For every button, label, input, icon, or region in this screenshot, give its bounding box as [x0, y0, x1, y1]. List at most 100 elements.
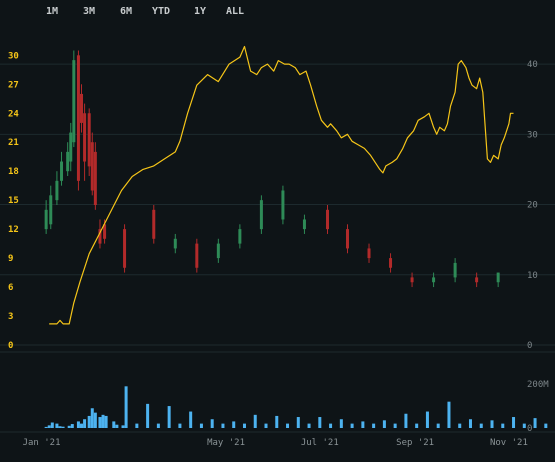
volume-bar [178, 423, 182, 428]
right-axis-tick-label: 10 [527, 271, 538, 281]
volume-bar [490, 420, 494, 428]
volume-bar [146, 403, 150, 428]
candle-body [72, 60, 76, 143]
range-button-3m[interactable]: 3M [83, 6, 96, 17]
volume-bar [296, 417, 300, 428]
candle-body [123, 229, 127, 268]
candle [90, 132, 94, 196]
candle-body [98, 229, 102, 244]
left-axis-tick-label: 30 [8, 51, 19, 61]
volume-bar [44, 426, 48, 428]
volume-bar [112, 421, 116, 428]
candle-body [475, 277, 479, 283]
volume-axis-tick-label: 0 [527, 424, 532, 434]
price-line [49, 45, 514, 325]
candle [44, 200, 48, 234]
volume-bar [253, 414, 257, 428]
candle [93, 142, 97, 210]
x-axis-tick-label: Jul '21 [301, 438, 339, 448]
range-button-all[interactable]: ALL [226, 6, 245, 17]
candle [152, 204, 156, 244]
right-axis-tick-label: 0 [527, 341, 532, 351]
volume-bar [98, 417, 102, 428]
candle [195, 238, 199, 273]
volume-bar [67, 425, 71, 428]
candle [410, 272, 414, 288]
volume-bar [479, 423, 483, 428]
volume-bar [50, 422, 54, 428]
candle [389, 253, 393, 273]
candle [123, 224, 127, 273]
candle-body [195, 243, 199, 268]
left-axis-tick-label: 6 [8, 283, 13, 293]
volume-bar [350, 423, 354, 428]
volume-bar [87, 415, 91, 428]
candle [475, 272, 479, 288]
candle [66, 142, 70, 177]
volume-bar [275, 415, 279, 428]
range-button-6m[interactable]: 6M [120, 6, 133, 17]
volume-bar [522, 423, 526, 428]
volume-bar [167, 406, 171, 428]
candle [326, 204, 330, 234]
right-axis-tick-label: 20 [527, 201, 538, 211]
candle [496, 272, 500, 288]
volume-axis-tick-label: 200M [527, 380, 549, 390]
range-button-1y[interactable]: 1Y [194, 6, 207, 17]
candle-body [496, 272, 500, 283]
candle-body [432, 277, 436, 283]
x-axis-tick-label: Sep '21 [396, 438, 434, 448]
candle [173, 233, 177, 254]
volume-bar [339, 419, 343, 428]
volume-bar [189, 411, 193, 428]
range-button-1m[interactable]: 1M [46, 6, 59, 17]
volume-bar [76, 421, 80, 428]
volume-bar [61, 426, 65, 428]
candle-body [60, 161, 64, 181]
right-axis: 0 10 20 30 40 [527, 60, 538, 351]
candle-body [76, 55, 80, 181]
volume-bar [199, 423, 203, 428]
candle-series [44, 50, 500, 288]
volume-bar [404, 413, 408, 428]
volume-bar [70, 424, 74, 428]
range-button-ytd[interactable]: YTD [152, 6, 171, 17]
volume-bar [382, 420, 386, 428]
candle [49, 185, 53, 230]
candle [367, 243, 371, 263]
left-axis-tick-label: 24 [8, 109, 19, 119]
left-axis-tick-label: 9 [8, 254, 13, 264]
volume-bar [124, 386, 128, 428]
volume-bar [436, 423, 440, 428]
candle-body [87, 113, 91, 167]
candle-body [66, 151, 70, 172]
candle [60, 151, 64, 186]
volume-bar [47, 425, 51, 428]
right-axis-tick-label: 40 [527, 60, 538, 70]
candle [259, 195, 263, 234]
candle-body [453, 262, 457, 278]
candle-body [69, 132, 73, 162]
x-axis-tick-label: Nov '21 [490, 438, 528, 448]
volume-bar [104, 415, 108, 428]
candle-body [259, 200, 263, 230]
volume-bar [55, 423, 59, 428]
volume-bar [135, 423, 139, 428]
x-axis-tick-label: Jan '21 [23, 438, 61, 448]
candle-body [80, 93, 84, 123]
volume-bar [512, 417, 516, 428]
candle-body [410, 277, 414, 283]
candle-body [302, 219, 306, 230]
candle-body [90, 142, 94, 191]
candle [453, 258, 457, 283]
left-axis-tick-label: 18 [8, 167, 19, 177]
volume-bar [501, 423, 505, 428]
volume-bar [156, 423, 160, 428]
candle [55, 171, 59, 205]
left-axis-tick-label: 21 [8, 138, 19, 148]
candle [69, 122, 73, 172]
volume-bar [264, 423, 268, 428]
candle-body [103, 224, 107, 239]
